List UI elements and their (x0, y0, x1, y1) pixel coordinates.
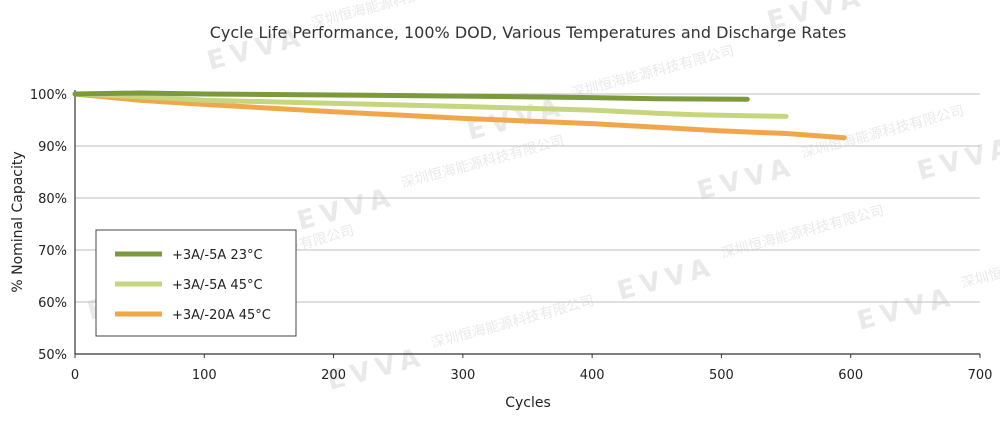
y-tick-label: 70% (38, 244, 67, 259)
x-tick-label: 200 (321, 368, 346, 383)
watermark-company: 深圳恒海能源科技有限公司 (720, 203, 886, 262)
x-tick-labels: 0 100 200 300 400 500 600 700 (71, 354, 993, 383)
axes (74, 90, 980, 355)
series-line-2 (72, 91, 847, 141)
legend-label-20a-45c: +3A/-20A 45°C (172, 308, 271, 323)
x-axis-label: Cycles (505, 395, 551, 411)
y-tick-label: 90% (38, 140, 67, 155)
y-tick-label: 60% (38, 296, 67, 311)
x-tick-label: 100 (192, 368, 217, 383)
y-tick-label: 100% (30, 88, 67, 103)
watermark-logo: EVVA (614, 252, 719, 307)
series-line-0 (72, 90, 750, 102)
y-tick-label: 50% (38, 348, 67, 363)
x-tick-label: 0 (71, 368, 79, 383)
y-tick-labels: 50% 60% 70% 80% 90% 100% (30, 88, 67, 363)
watermark-logo: EVVA (854, 282, 959, 337)
series-lines (72, 90, 847, 141)
x-tick-label: 600 (838, 368, 863, 383)
watermark-company: 深圳恒海能源科技有限公司 (960, 233, 1000, 292)
watermark-logo: EVVA (914, 132, 1000, 187)
x-tick-label: 400 (580, 368, 605, 383)
y-axis-label: % Nominal Capacity (10, 151, 26, 292)
watermark-logo: EVVA (694, 152, 799, 207)
series-line-1 (72, 91, 789, 119)
legend-label-23c: +3A/-5A 23°C (172, 248, 263, 263)
y-tick-label: 80% (38, 192, 67, 207)
chart-title: Cycle Life Performance, 100% DOD, Variou… (210, 23, 847, 42)
x-tick-label: 300 (450, 368, 475, 383)
x-tick-label: 500 (709, 368, 734, 383)
watermark-company: 深圳恒海能源科技有限公司 (570, 43, 736, 102)
legend-label-45c: +3A/-5A 45°C (172, 278, 263, 293)
x-tick-label: 700 (968, 368, 993, 383)
legend: +3A/-5A 23°C +3A/-5A 45°C +3A/-20A 45°C (95, 229, 297, 337)
